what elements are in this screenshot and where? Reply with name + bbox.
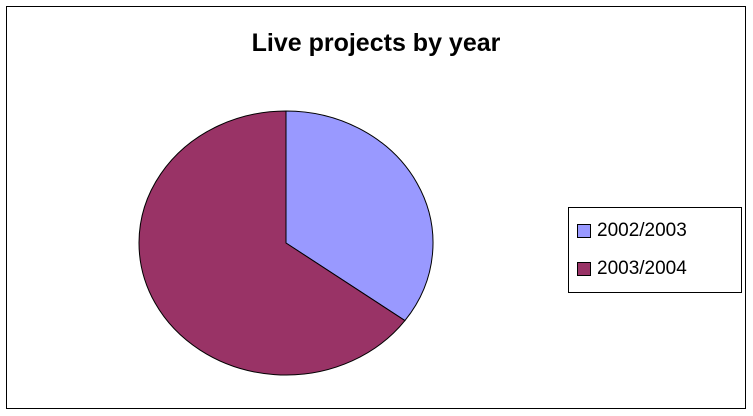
legend-entry-2002-2003: 2002/2003 xyxy=(577,220,687,242)
legend-label-2002-2003: 2002/2003 xyxy=(597,220,687,241)
chart-frame: Live projects by year 2002/2003 2003/200… xyxy=(6,6,746,409)
legend-swatch-2003-2004 xyxy=(577,262,591,276)
legend: 2002/2003 2003/2004 xyxy=(568,207,742,293)
pie-slice-2002-2003 xyxy=(285,110,434,322)
legend-swatch-2002-2003 xyxy=(577,224,591,238)
legend-entry-2003-2004: 2003/2004 xyxy=(577,258,687,280)
pie-slice-2003-2004 xyxy=(138,110,406,376)
legend-label-2003-2004: 2003/2004 xyxy=(597,258,687,279)
pie-chart xyxy=(138,110,434,376)
chart-title: Live projects by year xyxy=(251,29,501,57)
